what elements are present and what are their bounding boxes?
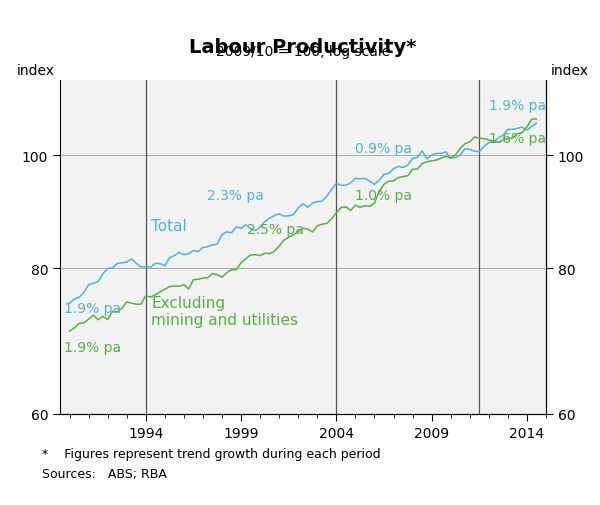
Text: 1.9% pa: 1.9% pa <box>64 301 121 315</box>
Text: index: index <box>551 64 589 77</box>
Text: 1.6% pa: 1.6% pa <box>489 131 546 145</box>
Text: 1.0% pa: 1.0% pa <box>355 188 412 202</box>
Text: Excluding
mining and utilities: Excluding mining and utilities <box>151 295 298 328</box>
Text: *    Figures represent trend growth during each period: * Figures represent trend growth during … <box>42 447 380 460</box>
Text: 2.5% pa: 2.5% pa <box>247 222 304 236</box>
Text: Sources:   ABS; RBA: Sources: ABS; RBA <box>42 467 167 480</box>
Text: 2009/10 = 100, log scale: 2009/10 = 100, log scale <box>216 45 390 59</box>
Text: 1.9% pa: 1.9% pa <box>64 340 121 354</box>
Text: Total: Total <box>151 219 187 234</box>
Title: Labour Productivity*: Labour Productivity* <box>190 38 416 57</box>
Text: 2.3% pa: 2.3% pa <box>207 188 263 202</box>
Text: 1.9% pa: 1.9% pa <box>489 98 546 112</box>
Text: index: index <box>17 64 55 77</box>
Text: 0.9% pa: 0.9% pa <box>355 141 412 156</box>
